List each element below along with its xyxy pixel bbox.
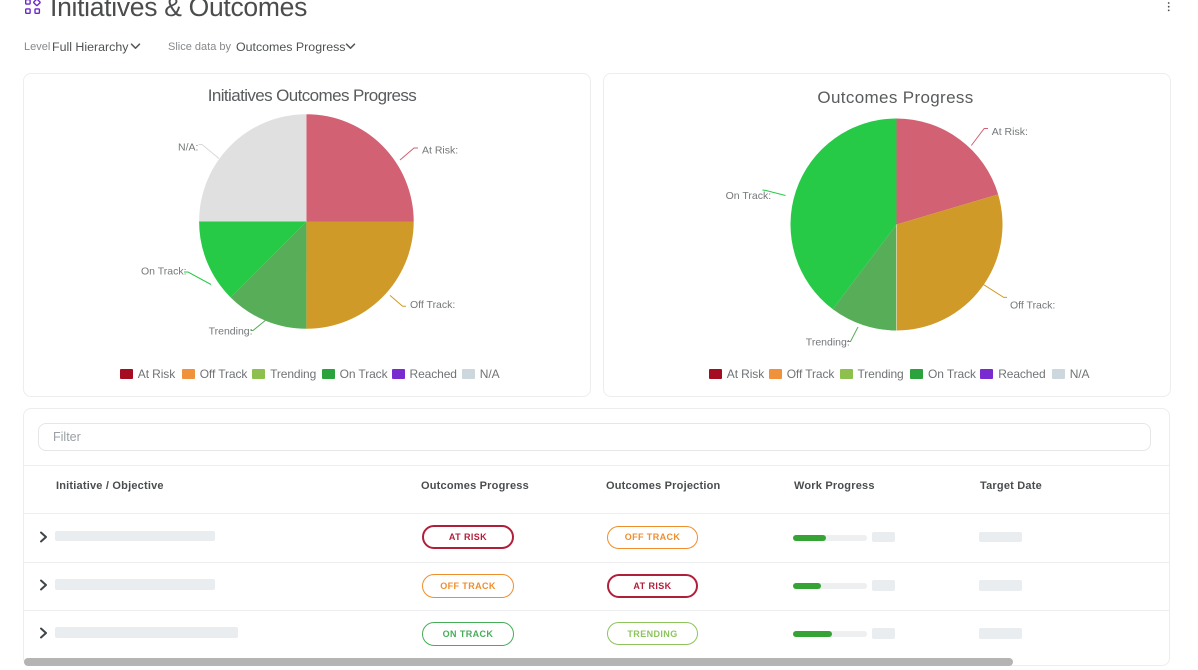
svg-text:On Track:: On Track: [726,190,772,202]
svg-text:Trending:: Trending: [209,326,253,338]
svg-text:At Risk:: At Risk: [422,145,458,157]
svg-text:Off Track:: Off Track: [1010,300,1055,312]
svg-text:Off Track:: Off Track: [410,299,455,311]
svg-text:Outcomes Progress: Outcomes Progress [817,88,973,107]
svg-text:N/A:: N/A: [178,142,198,154]
svg-text:At Risk:: At Risk: [992,126,1028,138]
svg-text:Initiatives Outcomes Progress: Initiatives Outcomes Progress [208,86,417,105]
svg-text:On Track:: On Track: [141,266,187,278]
svg-text:Trending:: Trending: [806,337,850,349]
